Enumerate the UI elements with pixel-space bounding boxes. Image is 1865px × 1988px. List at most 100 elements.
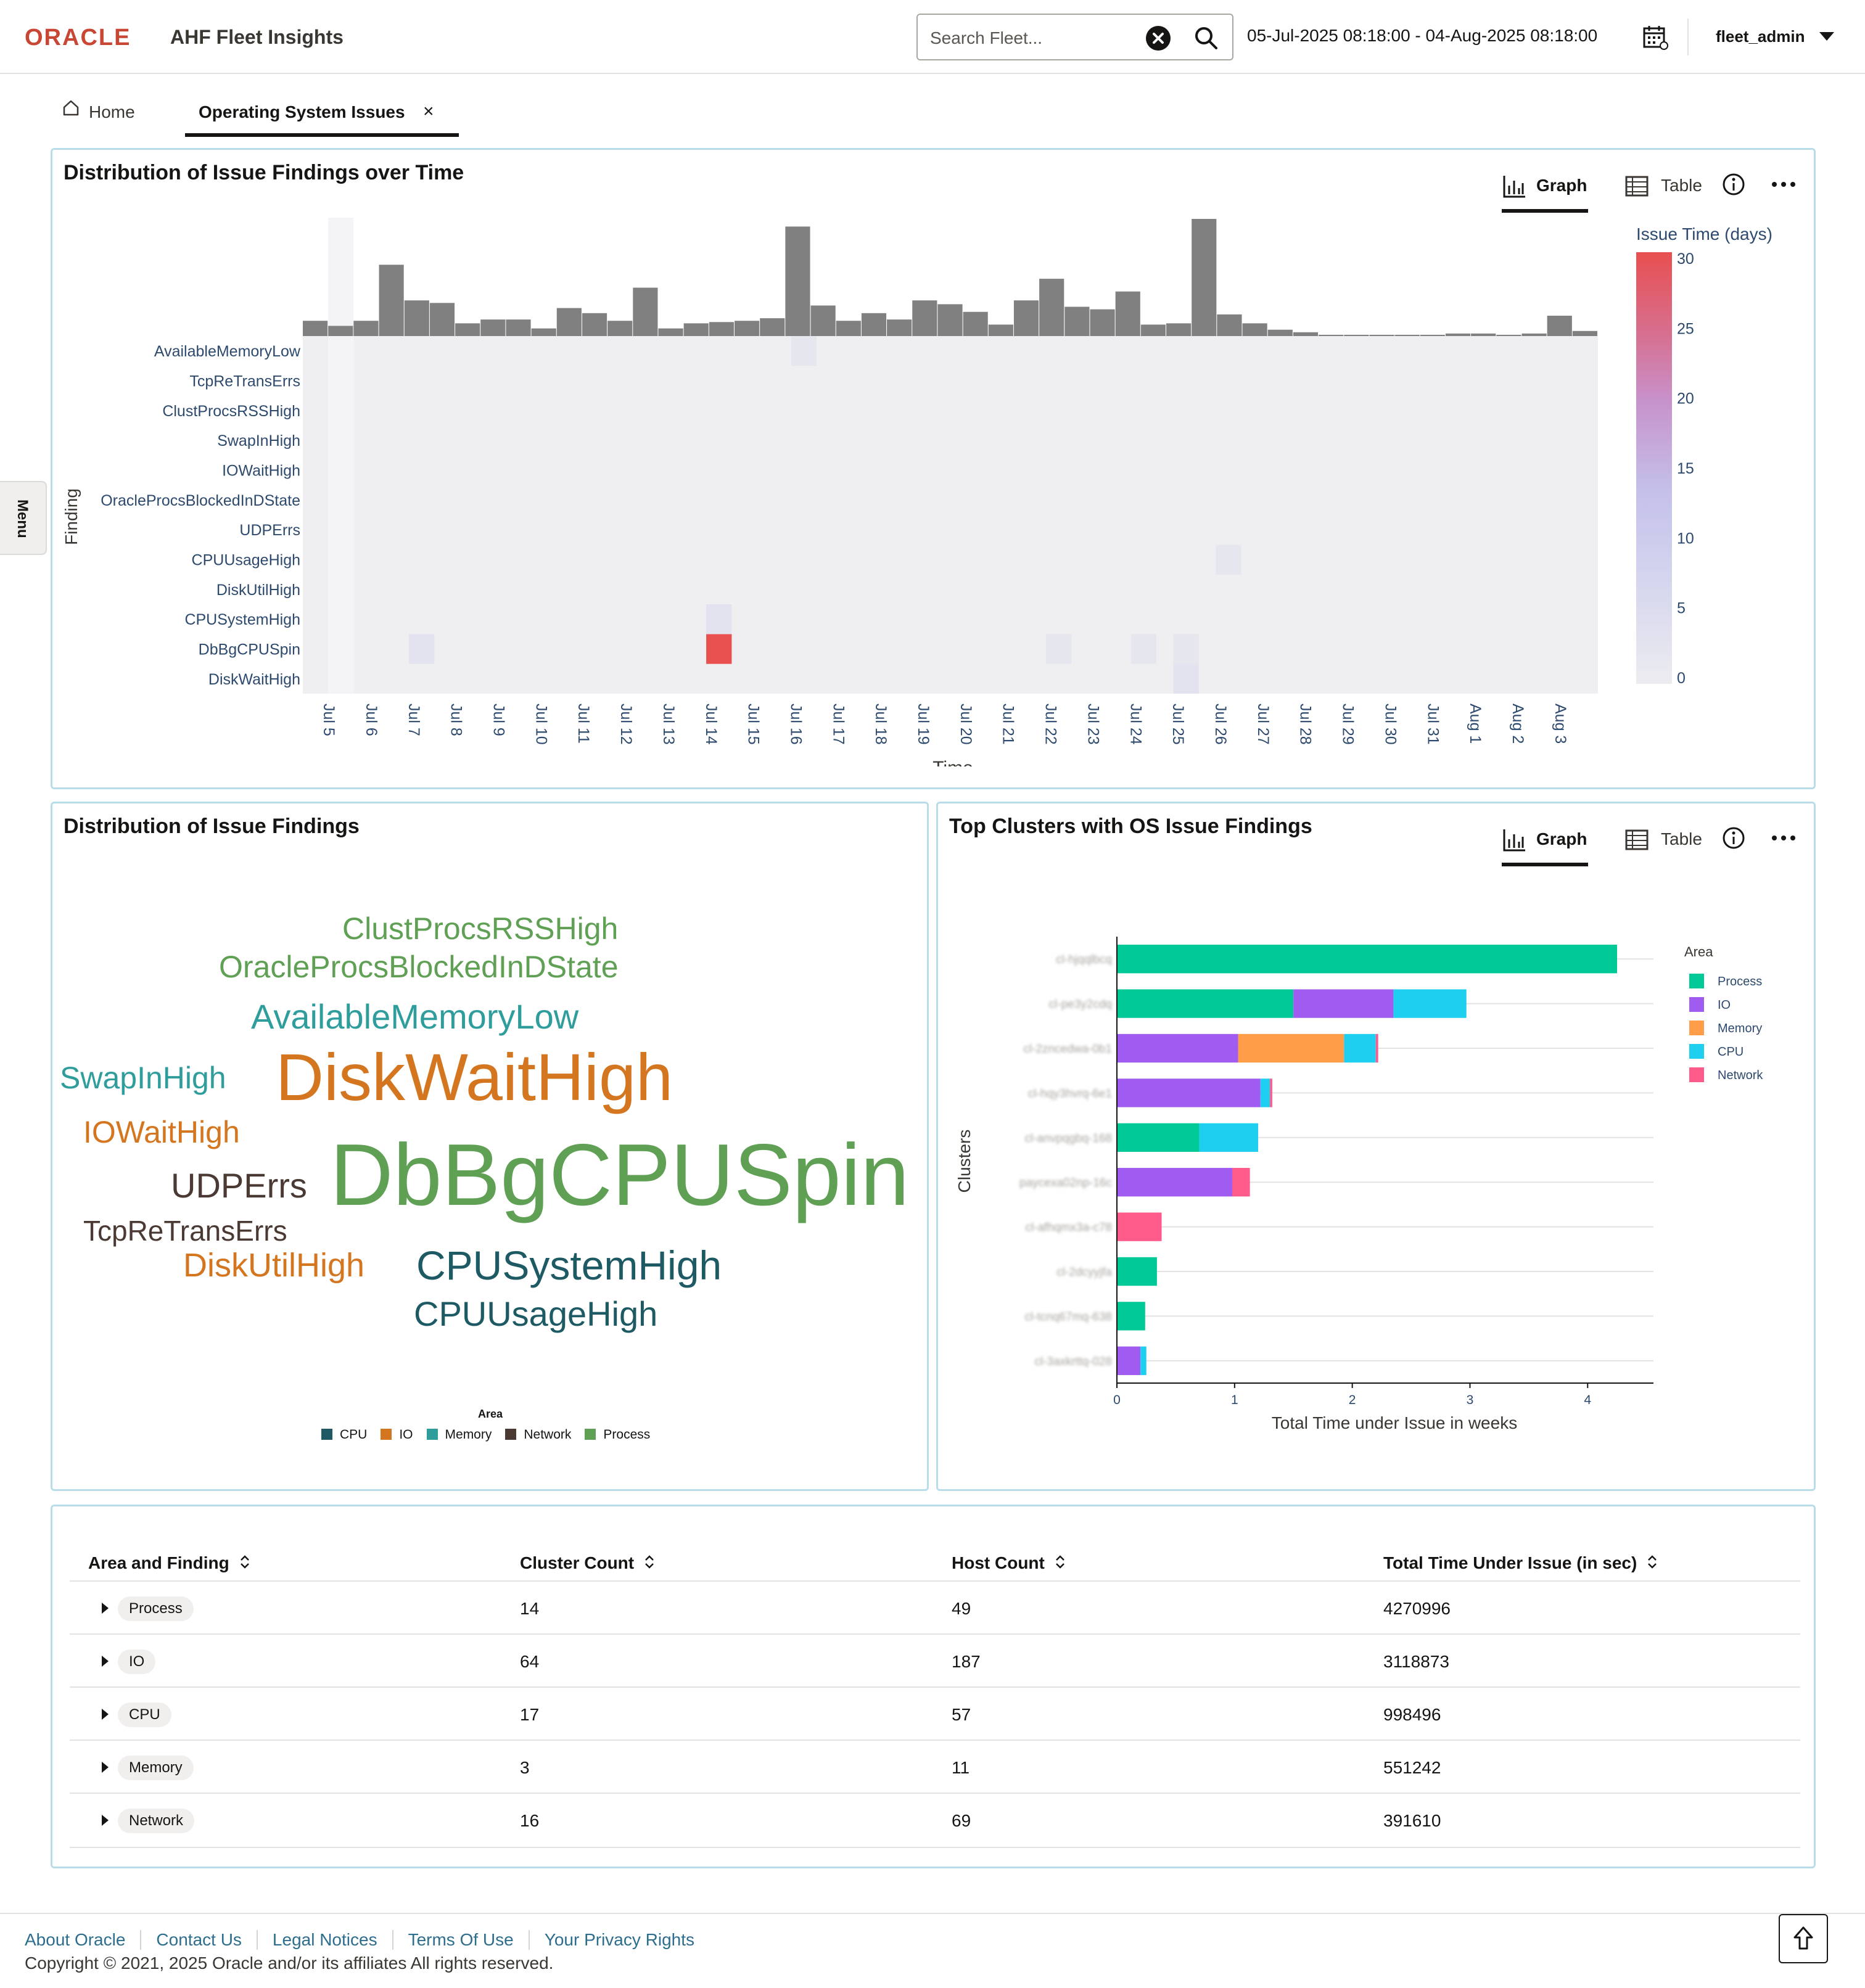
footer-link[interactable]: About Oracle xyxy=(25,1930,126,1949)
legend-item[interactable]: IO xyxy=(381,1427,413,1442)
word-cloud-term[interactable]: OracleProcsBlockedInDState xyxy=(219,950,619,984)
word-cloud-term[interactable]: TcpReTransErrs xyxy=(83,1215,287,1247)
bar-segment-network[interactable] xyxy=(1270,1078,1272,1107)
histogram-bar[interactable] xyxy=(607,321,633,336)
histogram-bar[interactable] xyxy=(455,323,480,336)
histogram-bar[interactable] xyxy=(1471,333,1496,336)
histogram-bar[interactable] xyxy=(683,323,709,336)
footer-link[interactable]: Contact Us xyxy=(140,1930,257,1950)
histogram-bar[interactable] xyxy=(1166,323,1192,336)
word-cloud-term[interactable]: DiskUtilHigh xyxy=(183,1247,365,1284)
histogram-bar[interactable] xyxy=(556,308,582,336)
heatmap-cell[interactable] xyxy=(706,604,732,635)
histogram-bar[interactable] xyxy=(379,265,404,336)
histogram-bar[interactable] xyxy=(1547,315,1572,336)
legend-label[interactable]: IO xyxy=(1718,998,1731,1012)
histogram-bar[interactable] xyxy=(1369,334,1394,336)
heatmap-cell[interactable] xyxy=(1130,634,1156,664)
table-row[interactable]: CPU 17 57 998496 xyxy=(70,1686,1800,1740)
date-range-display[interactable]: 05-Jul-2025 08:18:00 - 04-Aug-2025 08:18… xyxy=(1247,26,1598,45)
histogram-bar[interactable] xyxy=(1242,323,1267,336)
word-cloud-term[interactable]: CPUSystemHigh xyxy=(416,1242,722,1288)
word-cloud-term[interactable]: UDPErrs xyxy=(171,1166,307,1205)
search-input[interactable] xyxy=(930,26,1134,51)
bar-segment-cpu[interactable] xyxy=(1260,1078,1270,1107)
histogram-bar[interactable] xyxy=(506,319,531,336)
clear-search-icon[interactable] xyxy=(1146,26,1171,51)
table-row[interactable]: Network 16 69 391610 xyxy=(70,1793,1800,1846)
column-header[interactable]: Total Time Under Issue (in sec) xyxy=(1383,1553,1658,1574)
bar-segment-io[interactable] xyxy=(1117,1078,1261,1107)
heatmap-cell[interactable] xyxy=(791,336,817,366)
word-cloud-term[interactable]: ClustProcsRSSHigh xyxy=(342,911,619,946)
expand-caret-icon[interactable] xyxy=(102,1656,109,1667)
histogram-bar[interactable] xyxy=(531,328,556,336)
histogram-bar[interactable] xyxy=(836,321,861,336)
tab-operating-system-issues[interactable]: Operating System Issues × xyxy=(185,92,459,137)
histogram-bar[interactable] xyxy=(1217,314,1242,336)
histogram-bar[interactable] xyxy=(1521,333,1547,336)
histogram-bar[interactable] xyxy=(937,304,963,336)
bar-segment-memory[interactable] xyxy=(1238,1033,1344,1063)
footer-link[interactable]: Your Privacy Rights xyxy=(528,1930,709,1950)
expand-caret-icon[interactable] xyxy=(102,1762,109,1773)
heatmap-cell[interactable] xyxy=(706,634,732,664)
legend-label[interactable]: Memory xyxy=(1718,1022,1762,1035)
histogram-bar[interactable] xyxy=(633,287,658,336)
legend-swatch[interactable] xyxy=(1689,1044,1704,1059)
footer-link[interactable]: Legal Notices xyxy=(256,1930,392,1950)
histogram-bar[interactable] xyxy=(963,311,988,336)
histogram-bar[interactable] xyxy=(582,313,607,336)
heatmap-cell[interactable] xyxy=(1045,634,1072,664)
histogram-bar[interactable] xyxy=(353,321,379,336)
histogram-bar[interactable] xyxy=(1319,334,1344,336)
histogram-bar[interactable] xyxy=(1064,306,1090,337)
bar-segment-io[interactable] xyxy=(1293,989,1394,1018)
histogram-bar[interactable] xyxy=(735,321,760,336)
bar-segment-process[interactable] xyxy=(1117,1257,1157,1286)
column-header[interactable]: Area and Finding xyxy=(88,1553,250,1574)
footer-link[interactable]: Terms Of Use xyxy=(392,1930,529,1950)
heatmap-cell[interactable] xyxy=(1216,544,1241,575)
histogram-bar[interactable] xyxy=(1394,334,1420,336)
histogram-bar[interactable] xyxy=(887,319,912,336)
chevron-down-icon[interactable] xyxy=(1819,32,1834,41)
bar-segment-cpu[interactable] xyxy=(1344,1033,1376,1063)
histogram-bar[interactable] xyxy=(1420,334,1445,336)
scroll-to-top-button[interactable] xyxy=(1779,1914,1828,1963)
histogram-bar[interactable] xyxy=(1013,300,1039,336)
info-icon[interactable] xyxy=(1721,826,1746,850)
sort-icon[interactable] xyxy=(1647,1554,1658,1574)
histogram-bar[interactable] xyxy=(658,328,683,336)
oracle-logo[interactable]: ORACLE xyxy=(25,25,131,51)
bar-segment-process[interactable] xyxy=(1117,945,1617,974)
word-cloud-term[interactable]: AvailableMemoryLow xyxy=(251,997,579,1036)
word-cloud-term[interactable]: CPUUsageHigh xyxy=(414,1294,658,1333)
more-options-icon[interactable] xyxy=(1768,172,1799,197)
histogram-bar[interactable] xyxy=(709,322,734,336)
histogram-bar[interactable] xyxy=(1344,334,1369,336)
histogram-bar[interactable] xyxy=(328,326,353,336)
histogram-bar[interactable] xyxy=(1496,334,1521,336)
histogram-bar[interactable] xyxy=(1572,331,1597,336)
histogram-bar[interactable] xyxy=(1293,332,1319,336)
info-icon[interactable] xyxy=(1721,172,1746,197)
word-cloud-term[interactable]: IOWaitHigh xyxy=(83,1115,240,1149)
legend-label[interactable]: CPU xyxy=(1718,1045,1744,1059)
histogram-bar[interactable] xyxy=(1090,309,1115,336)
sort-icon[interactable] xyxy=(1055,1554,1066,1574)
legend-label[interactable]: Process xyxy=(1718,975,1762,988)
heatmap-cell[interactable] xyxy=(409,634,435,664)
histogram-bar[interactable] xyxy=(785,226,810,336)
histogram-bar[interactable] xyxy=(810,305,836,336)
bar-segment-cpu[interactable] xyxy=(1199,1123,1258,1152)
legend-swatch[interactable] xyxy=(1689,974,1704,988)
column-header[interactable]: Cluster Count xyxy=(520,1553,655,1574)
bar-segment-cpu[interactable] xyxy=(1140,1346,1147,1375)
histogram-bar[interactable] xyxy=(480,319,506,336)
histogram-bar[interactable] xyxy=(429,303,455,336)
table-row[interactable]: Process 14 49 4270996 xyxy=(70,1580,1800,1633)
histogram-bar[interactable] xyxy=(1192,219,1217,336)
bar-segment-process[interactable] xyxy=(1117,1123,1200,1152)
bar-segment-cpu[interactable] xyxy=(1393,989,1467,1018)
